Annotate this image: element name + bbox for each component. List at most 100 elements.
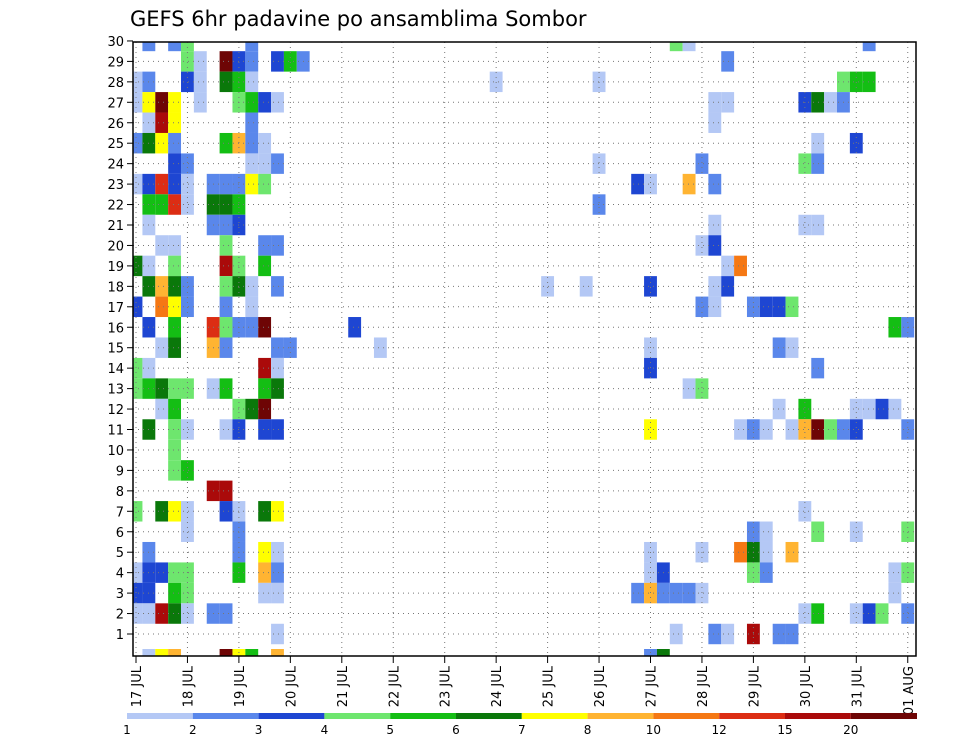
heatmap-cell xyxy=(193,71,207,93)
heatmap-cell xyxy=(849,398,863,420)
heatmap-cell xyxy=(219,337,233,358)
heatmap-cell xyxy=(271,541,284,563)
heatmap-cell xyxy=(271,419,284,440)
y-tick-label: 9 xyxy=(116,464,124,479)
heatmap-cell xyxy=(219,480,233,502)
x-tick-label: 21 JUL xyxy=(336,665,351,707)
plot-grid xyxy=(133,42,916,656)
heatmap-cell xyxy=(258,582,272,604)
heatmap-cell xyxy=(133,296,143,318)
heatmap-cell xyxy=(271,501,284,522)
heatmap-cell xyxy=(734,419,747,440)
heatmap-cell xyxy=(592,194,606,215)
x-tick-label: 27 JUL xyxy=(645,665,660,707)
x-tick-label: 18 JUL xyxy=(181,665,196,707)
y-tick-label: 29 xyxy=(107,55,124,70)
heatmap-cell xyxy=(888,398,902,420)
heatmap-cell xyxy=(811,419,825,440)
heatmap-cell xyxy=(133,582,143,604)
heatmap-cell xyxy=(708,214,722,236)
y-tick-label: 1 xyxy=(116,628,124,643)
y-tick-label: 14 xyxy=(107,362,124,377)
heatmap-cell xyxy=(133,357,143,379)
y-tick-label: 8 xyxy=(116,485,124,500)
y-tick-label: 4 xyxy=(116,567,124,582)
heatmap-cell xyxy=(271,153,284,174)
heatmap-cell xyxy=(721,255,735,277)
heatmap-cell xyxy=(271,235,284,256)
heatmap-cell xyxy=(271,562,284,583)
heatmap-cell xyxy=(772,337,786,358)
heatmap-cell xyxy=(245,173,259,195)
colorbar-swatch xyxy=(390,713,456,719)
heatmap-cell xyxy=(193,51,207,72)
y-tick-label: 21 xyxy=(107,219,124,234)
y-tick-label: 27 xyxy=(107,96,124,111)
heatmap-cell xyxy=(168,501,182,522)
heatmap-cell xyxy=(759,419,773,440)
heatmap-cell xyxy=(155,276,169,297)
heatmap-cell xyxy=(901,521,915,542)
heatmap-cell xyxy=(734,541,747,563)
heatmap-cell xyxy=(168,582,182,604)
heatmap-cell xyxy=(271,337,284,358)
heatmap-cell xyxy=(245,276,259,297)
heatmap-cell xyxy=(168,337,182,358)
heatmap-cell xyxy=(901,419,915,440)
heatmap-cell xyxy=(862,71,876,93)
heatmap-cell xyxy=(258,173,272,195)
heatmap-cell xyxy=(811,603,825,624)
colorbar-swatch xyxy=(587,713,654,719)
heatmap-cell xyxy=(219,51,233,72)
y-tick-label: 25 xyxy=(107,137,124,152)
heatmap-cell xyxy=(592,71,606,93)
heatmap-cell xyxy=(721,623,735,645)
heatmap-cell xyxy=(133,378,143,399)
heatmap-cell xyxy=(708,235,722,256)
colorbar-label: 20 xyxy=(843,723,858,737)
heatmap-cell xyxy=(245,649,259,656)
heatmap-cell xyxy=(849,603,863,624)
heatmap-cell xyxy=(258,562,272,583)
heatmap-cell xyxy=(489,71,503,93)
heatmap-cell xyxy=(245,112,259,133)
heatmap-cell xyxy=(631,582,645,604)
heatmap-cell xyxy=(271,649,284,656)
heatmap-cell xyxy=(133,92,143,113)
heatmap-cell xyxy=(258,235,272,256)
y-tick-label: 3 xyxy=(116,587,124,602)
colorbar-label: 5 xyxy=(386,723,394,737)
heatmap-cell xyxy=(824,92,838,113)
heatmap-cell xyxy=(168,153,182,174)
heatmap-cell xyxy=(271,51,284,72)
heatmap-cell xyxy=(168,173,182,195)
x-tick-label: 25 JUL xyxy=(542,665,557,707)
heatmap-cell xyxy=(798,603,812,624)
heatmap-cell xyxy=(168,419,182,440)
heatmap-cell xyxy=(258,357,272,379)
heatmap-cell xyxy=(193,92,207,113)
y-tick-label: 11 xyxy=(107,424,124,439)
colorbar-label: 12 xyxy=(712,723,727,737)
heatmap-cell xyxy=(181,378,194,399)
heatmap-cell xyxy=(258,541,272,563)
colorbar-label: 6 xyxy=(452,723,460,737)
y-tick-label: 26 xyxy=(107,117,124,132)
heatmap-cell xyxy=(721,51,735,72)
heatmap-cell xyxy=(219,649,233,656)
heatmap-cell xyxy=(695,153,709,174)
heatmap-cell xyxy=(181,153,194,174)
heatmap-cell xyxy=(258,92,272,113)
heatmap-cell xyxy=(133,501,143,522)
heatmap-cell xyxy=(258,378,272,399)
heatmap-cell xyxy=(811,132,825,154)
colorbar-label: 8 xyxy=(584,723,592,737)
heatmap-cell xyxy=(142,42,156,52)
y-tick-label: 15 xyxy=(107,342,124,357)
heatmap-cell xyxy=(155,398,169,420)
heatmap-cell xyxy=(785,296,799,318)
heatmap-cell xyxy=(219,419,233,440)
heatmap-cell xyxy=(155,603,169,624)
heatmap-cell xyxy=(669,42,683,52)
colorbar-label: 7 xyxy=(518,723,526,737)
